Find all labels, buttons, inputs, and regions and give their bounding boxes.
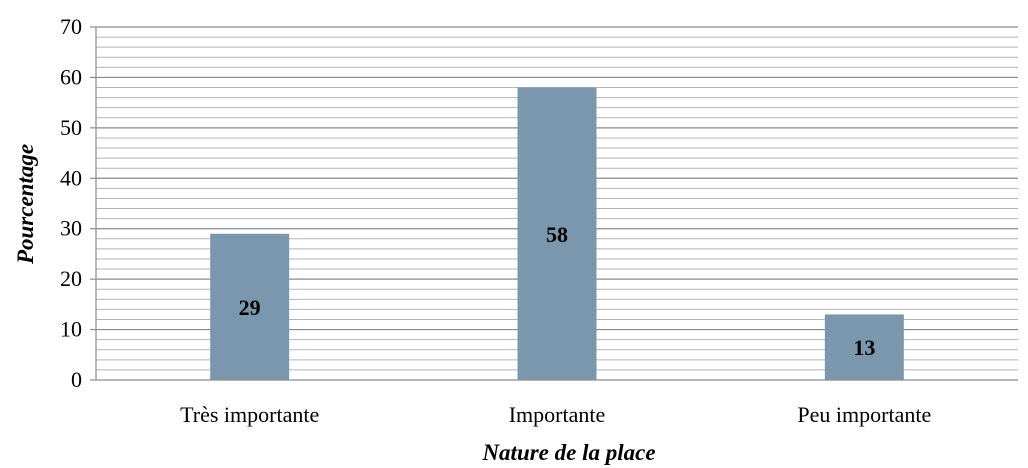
y-tick-label: 40 xyxy=(60,165,82,190)
data-label: 13 xyxy=(853,335,875,360)
bar xyxy=(517,87,597,380)
bar xyxy=(824,314,904,380)
y-tick-label: 30 xyxy=(60,216,82,241)
x-axis-title: Nature de la place xyxy=(481,440,655,465)
bars: 29 58 13 xyxy=(210,87,904,380)
y-tick-label: 10 xyxy=(60,317,82,342)
x-axis-categories: Très importante Importante Peu importante xyxy=(180,402,931,427)
x-category-label: Importante xyxy=(509,402,606,427)
y-tick-label: 70 xyxy=(60,14,82,39)
data-label: 58 xyxy=(546,222,568,247)
y-tick-label: 0 xyxy=(71,367,82,392)
x-category-label: Très importante xyxy=(180,402,319,427)
y-axis-ticks: 0 10 20 30 40 50 60 70 xyxy=(60,14,96,392)
y-axis-title: Pourcentage xyxy=(13,144,38,265)
data-label: 29 xyxy=(239,295,261,320)
y-tick-label: 50 xyxy=(60,115,82,140)
y-tick-label: 20 xyxy=(60,266,82,291)
x-category-label: Peu importante xyxy=(797,402,931,427)
axes xyxy=(95,27,1018,381)
bar xyxy=(210,233,290,380)
y-tick-label: 60 xyxy=(60,64,82,89)
